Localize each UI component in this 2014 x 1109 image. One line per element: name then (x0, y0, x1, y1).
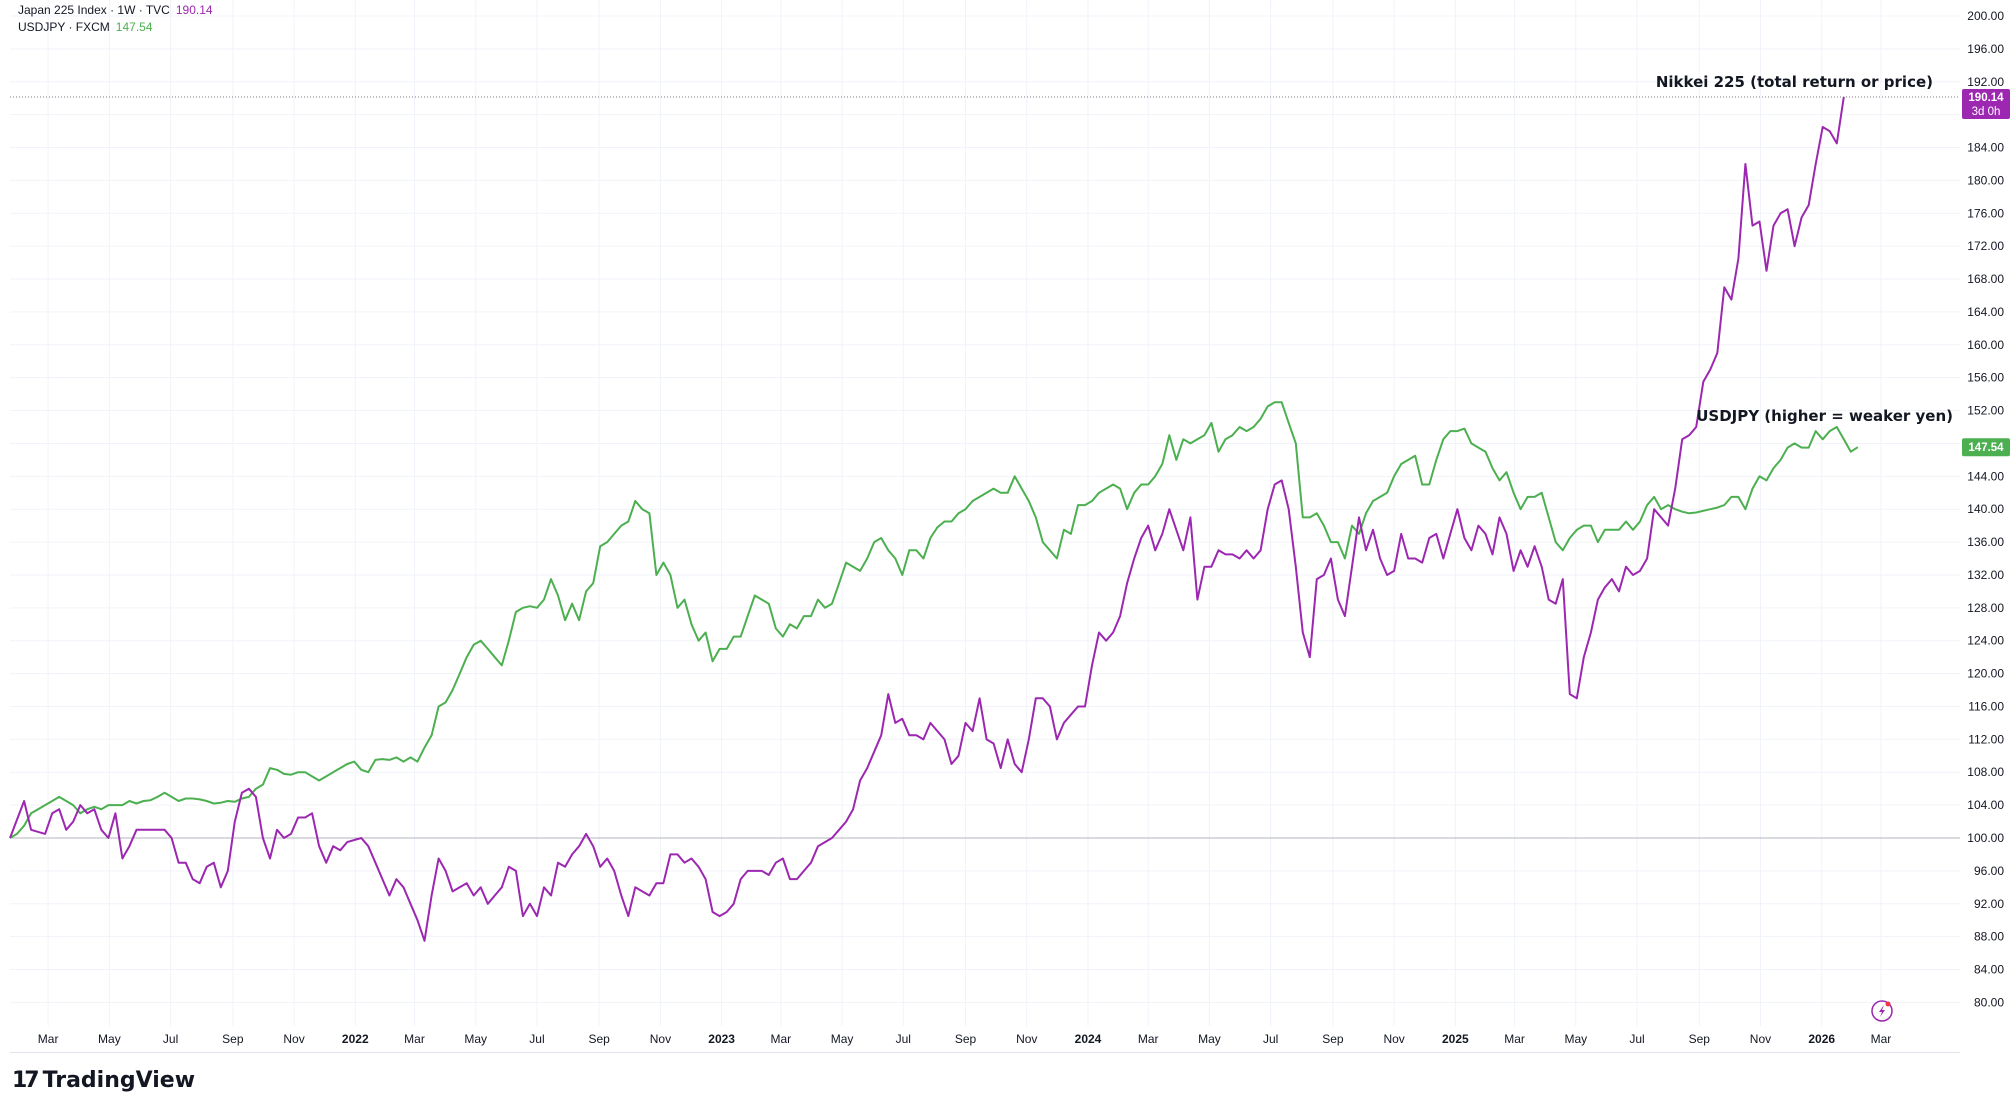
price-tag-nikkei-bg (1962, 89, 2010, 120)
y-tick-label: 184.00 (1967, 141, 2004, 155)
x-tick-label: May (1564, 1032, 1587, 1046)
x-tick-label: 2025 (1442, 1032, 1469, 1046)
lightning-icon-bolt (1879, 1005, 1885, 1017)
y-tick-label: 132.00 (1967, 568, 2004, 582)
price-tag-usdjpy-bg (1962, 438, 2010, 457)
y-tick-label: 156.00 (1967, 371, 2004, 385)
x-tick-label: May (98, 1032, 121, 1046)
tradingview-logo[interactable]: 17 TradingView (12, 1068, 195, 1093)
y-tick-label: 140.00 (1967, 502, 2004, 516)
price-tag-nikkei-countdown: 3d 0h (1972, 106, 2001, 118)
x-tick-label: Jul (1629, 1032, 1644, 1046)
series-lines (9, 96, 1859, 942)
tradingview-wordmark: TradingView (42, 1068, 196, 1093)
legend-nikkei-value: 190.14 (175, 3, 213, 17)
x-tick-label: Nov (1383, 1032, 1404, 1046)
x-tick-label: 2024 (1075, 1032, 1102, 1046)
y-tick-label: 92.00 (1974, 897, 2004, 911)
y-tick-label: 88.00 (1974, 930, 2004, 944)
x-tick-label: 2022 (342, 1032, 369, 1046)
legend-series-usdjpy[interactable]: USDJPY · FXCM 147.54 (18, 20, 153, 34)
x-tick-label: Jul (1263, 1032, 1278, 1046)
price-tag-usdjpy-value: 147.54 (1968, 442, 2004, 454)
y-tick-label: 200.00 (1967, 9, 2004, 23)
x-tick-label: 2026 (1808, 1032, 1835, 1046)
x-tick-label: Nov (283, 1032, 304, 1046)
y-tick-label: 120.00 (1967, 667, 2004, 681)
annotation-usdjpy: USDJPY (higher = weaker yen) (1696, 407, 1953, 425)
y-tick-label: 104.00 (1967, 798, 2004, 812)
series-line-nikkei (9, 96, 1845, 942)
x-tick-label: May (1198, 1032, 1221, 1046)
x-tick-label: Mar (1138, 1032, 1159, 1046)
price-tag-nikkei-value: 190.14 (1968, 92, 2004, 104)
y-tick-label: 84.00 (1974, 963, 2004, 977)
y-tick-label: 168.00 (1967, 272, 2004, 286)
time-axis-border (10, 1052, 1960, 1053)
y-tick-label: 172.00 (1967, 239, 2004, 253)
y-tick-label: 196.00 (1967, 42, 2004, 56)
x-tick-label: Jul (896, 1032, 911, 1046)
x-tick-label: Sep (589, 1032, 611, 1046)
x-tick-label: Nov (1750, 1032, 1771, 1046)
y-tick-label: 108.00 (1967, 765, 2004, 779)
x-tick-label: Sep (222, 1032, 244, 1046)
x-tick-label: Sep (955, 1032, 977, 1046)
y-tick-label: 164.00 (1967, 305, 2004, 319)
y-tick-label: 192.00 (1967, 75, 2004, 89)
x-tick-label: Jul (163, 1032, 178, 1046)
lightning-icon[interactable] (1871, 1000, 1893, 1022)
legend-nikkei-name: Japan 225 Index · 1W · TVC (18, 3, 170, 17)
legend-usdjpy-value: 147.54 (115, 20, 153, 34)
x-tick-label: Mar (771, 1032, 792, 1046)
y-tick-label: 116.00 (1968, 699, 2004, 713)
x-tick-label: Jul (529, 1032, 544, 1046)
y-tick-label: 100.00 (1967, 831, 2004, 845)
price-tag-usdjpy: 147.54 (1962, 438, 2010, 457)
legend-series-nikkei[interactable]: Japan 225 Index · 1W · TVC 190.14 (18, 3, 213, 17)
x-tick-label: Mar (404, 1032, 425, 1046)
time-axis[interactable]: Mar May Jul Sep Nov 2022 Mar May Jul Sep Nov 2023 Ma… (38, 1032, 1891, 1046)
y-tick-label: 80.00 (1974, 995, 2004, 1009)
y-tick-label: 128.00 (1967, 601, 2004, 615)
legend-usdjpy-name: USDJPY · FXCM (18, 20, 110, 34)
grid-lines (10, 0, 1960, 1026)
lightning-icon-dot (1885, 1001, 1891, 1007)
y-tick-label: 160.00 (1967, 338, 2004, 352)
y-tick-label: 112.00 (1968, 732, 2004, 746)
x-tick-label: 2023 (708, 1032, 735, 1046)
x-tick-label: Mar (38, 1032, 59, 1046)
x-tick-label: Mar (1871, 1032, 1892, 1046)
x-tick-label: Mar (1504, 1032, 1525, 1046)
series-line-usdjpy (9, 401, 1859, 839)
x-tick-label: May (831, 1032, 854, 1046)
y-tick-label: 96.00 (1974, 864, 2004, 878)
annotation-nikkei: Nikkei 225 (total return or price) (1656, 73, 1933, 91)
y-tick-label: 124.00 (1967, 634, 2004, 648)
x-tick-label: Nov (1016, 1032, 1037, 1046)
tradingview-logo-icon: 17 (12, 1068, 40, 1093)
x-tick-label: Sep (1689, 1032, 1711, 1046)
y-tick-label: 176.00 (1967, 206, 2004, 220)
x-tick-label: Sep (1322, 1032, 1344, 1046)
x-tick-label: Nov (650, 1032, 671, 1046)
y-tick-label: 136.00 (1967, 535, 2004, 549)
y-tick-label: 144.00 (1967, 469, 2004, 483)
y-tick-label: 152.00 (1967, 404, 2004, 418)
price-tag-nikkei: 190.14 3d 0h (1962, 89, 2010, 120)
price-axis[interactable]: 80.00 84.00 88.00 92.00 96.00 100.00 104.00 108… (1967, 9, 2004, 1009)
x-tick-label: May (464, 1032, 487, 1046)
y-tick-label: 180.00 (1967, 173, 2004, 187)
